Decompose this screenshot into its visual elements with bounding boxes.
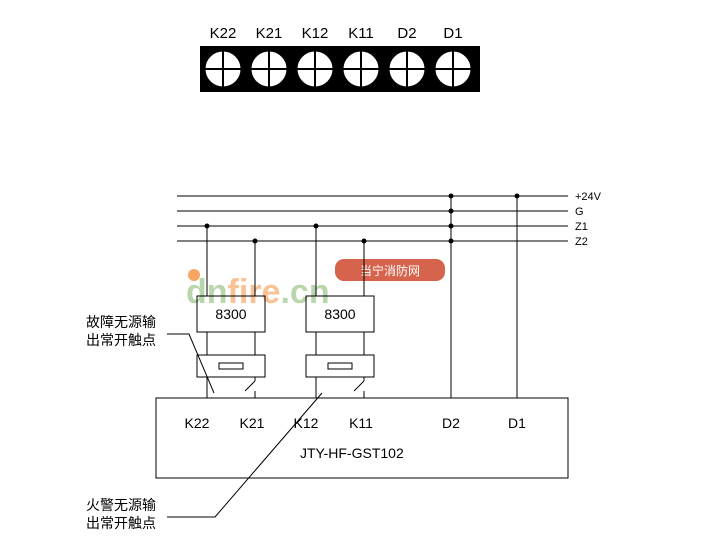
callout-text: 故障无源输 [86, 314, 156, 330]
terminal-label: K22 [210, 25, 237, 42]
callout-text: 火警无源输 [86, 497, 156, 513]
pin-label: K22 [185, 415, 210, 431]
callout-text: 出常开触点 [86, 332, 156, 348]
wiring-diagram: 当宁消防网 dnfire.cn K22 K21 K12 K11 D2 D1 +24V G Z1 Z2 8… [0, 0, 714, 545]
bus-label: G [575, 206, 584, 218]
terminal-label: K12 [302, 25, 329, 42]
module-label: 8300 [215, 306, 246, 322]
pin-label: K12 [294, 415, 319, 431]
module-label: 8300 [324, 306, 355, 322]
terminal-label: D1 [443, 25, 462, 42]
model-label: JTY-HF-GST102 [300, 445, 404, 461]
watermark-main: dnfire.cn [186, 273, 330, 311]
pin-label: D1 [508, 415, 526, 431]
pin-label: K11 [349, 415, 373, 431]
pin-label: K21 [240, 415, 265, 431]
terminal-label: D2 [397, 25, 416, 42]
bus-label: Z2 [575, 236, 588, 248]
terminal-label: K11 [348, 25, 374, 42]
terminal-label: K21 [256, 25, 283, 42]
bus-label: +24V [575, 191, 602, 203]
bus-label: Z1 [575, 221, 588, 233]
callout-text: 出常开触点 [86, 515, 156, 531]
pin-label: D2 [442, 415, 460, 431]
watermark-badge-text: 当宁消防网 [360, 263, 420, 278]
